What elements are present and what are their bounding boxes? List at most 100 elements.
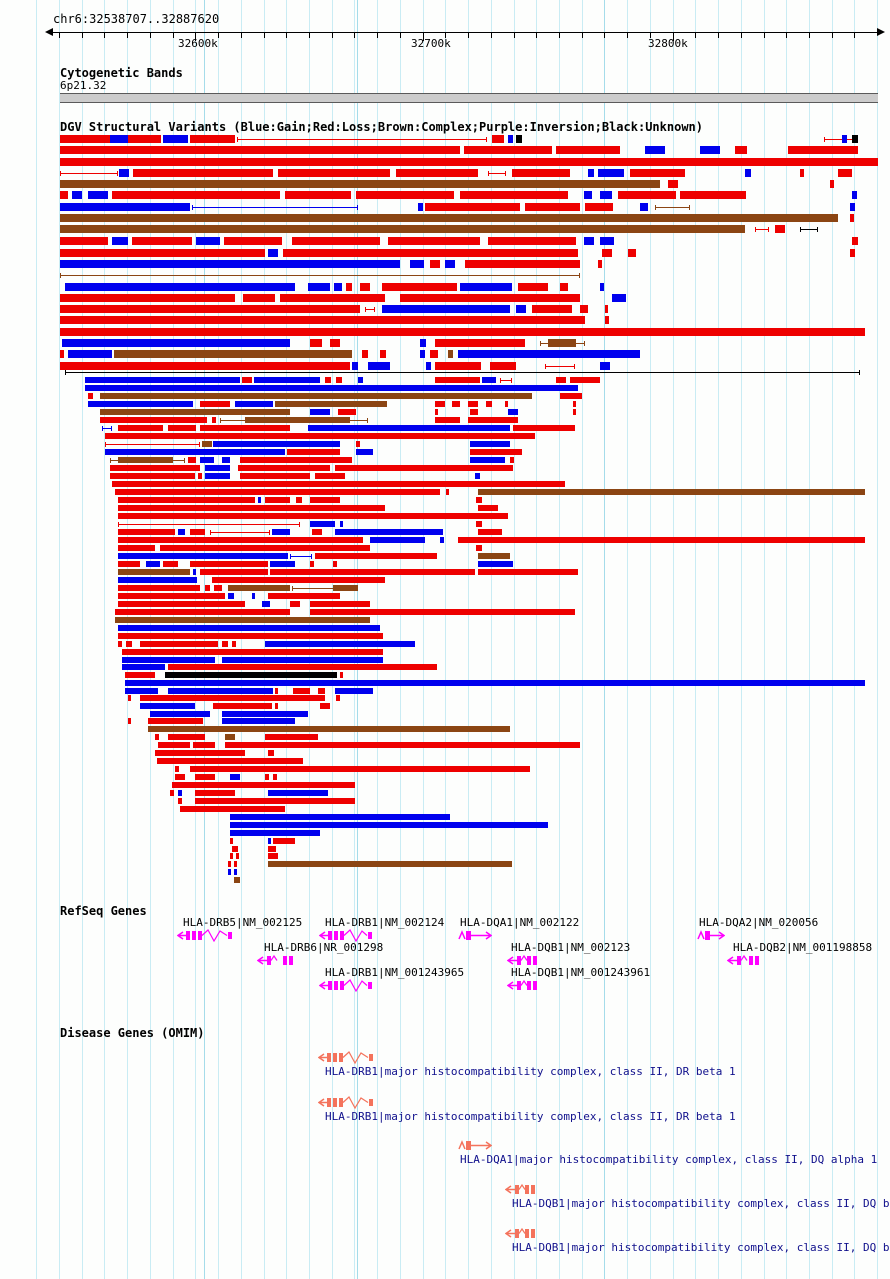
variant-bar[interactable] bbox=[212, 417, 216, 423]
variant-whisker-end[interactable] bbox=[584, 341, 585, 346]
variant-bar[interactable] bbox=[62, 339, 290, 347]
variant-bar[interactable] bbox=[195, 798, 355, 804]
variant-bar[interactable] bbox=[333, 561, 337, 567]
variant-bar[interactable] bbox=[236, 853, 239, 859]
variant-bar[interactable] bbox=[605, 316, 609, 324]
variant-bar[interactable] bbox=[60, 203, 190, 211]
variant-bar[interactable] bbox=[252, 593, 255, 599]
variant-bar[interactable] bbox=[830, 180, 834, 188]
gene-glyph[interactable] bbox=[319, 979, 375, 992]
variant-bar[interactable] bbox=[850, 203, 855, 211]
variant-bar[interactable] bbox=[60, 225, 745, 233]
variant-bar[interactable] bbox=[198, 473, 202, 479]
variant-bar[interactable] bbox=[140, 703, 195, 709]
variant-bar[interactable] bbox=[470, 449, 522, 455]
variant-bar[interactable] bbox=[112, 237, 128, 245]
variant-bar[interactable] bbox=[476, 521, 482, 527]
variant-bar[interactable] bbox=[852, 191, 857, 199]
variant-bar[interactable] bbox=[446, 489, 449, 495]
variant-bar[interactable] bbox=[382, 305, 510, 313]
variant-bar[interactable] bbox=[60, 135, 110, 143]
variant-bar[interactable] bbox=[200, 425, 290, 431]
variant-whisker-line[interactable] bbox=[824, 139, 854, 140]
variant-bar[interactable] bbox=[492, 135, 504, 143]
variant-whisker-line[interactable] bbox=[545, 366, 575, 367]
variant-bar[interactable] bbox=[336, 695, 340, 701]
variant-bar[interactable] bbox=[225, 734, 235, 740]
variant-bar[interactable] bbox=[258, 497, 261, 503]
variant-bar[interactable] bbox=[230, 853, 233, 859]
variant-bar[interactable] bbox=[352, 362, 358, 370]
variant-bar[interactable] bbox=[232, 846, 238, 852]
variant-bar[interactable] bbox=[356, 441, 360, 447]
variant-bar[interactable] bbox=[580, 305, 588, 313]
variant-bar[interactable] bbox=[600, 283, 604, 291]
variant-bar[interactable] bbox=[335, 465, 513, 471]
variant-bar[interactable] bbox=[230, 814, 450, 820]
variant-bar[interactable] bbox=[88, 401, 193, 407]
variant-bar[interactable] bbox=[275, 688, 278, 694]
variant-bar[interactable] bbox=[478, 561, 513, 567]
gene-glyph[interactable] bbox=[505, 1183, 537, 1196]
variant-bar[interactable] bbox=[228, 585, 290, 591]
gene-glyph[interactable] bbox=[458, 929, 492, 942]
variant-bar[interactable] bbox=[362, 350, 368, 358]
variant-bar[interactable] bbox=[600, 191, 612, 199]
variant-bar[interactable] bbox=[308, 425, 510, 431]
variant-bar[interactable] bbox=[125, 688, 158, 694]
variant-bar[interactable] bbox=[640, 203, 648, 211]
variant-bar[interactable] bbox=[240, 457, 352, 463]
variant-bar[interactable] bbox=[228, 861, 231, 867]
variant-whisker-end[interactable] bbox=[365, 307, 366, 312]
gene-glyph[interactable] bbox=[318, 1051, 376, 1064]
variant-bar[interactable] bbox=[60, 316, 585, 324]
variant-whisker-line[interactable] bbox=[488, 173, 506, 174]
variant-bar[interactable] bbox=[465, 260, 580, 268]
variant-bar[interactable] bbox=[60, 214, 838, 222]
variant-bar[interactable] bbox=[100, 393, 532, 399]
variant-bar[interactable] bbox=[600, 237, 614, 245]
gene-glyph[interactable] bbox=[727, 954, 761, 967]
variant-bar[interactable] bbox=[268, 790, 328, 796]
variant-bar[interactable] bbox=[525, 203, 580, 211]
variant-bar[interactable] bbox=[280, 294, 385, 302]
variant-bar[interactable] bbox=[513, 425, 575, 431]
variant-bar[interactable] bbox=[222, 711, 308, 717]
variant-bar[interactable] bbox=[213, 441, 340, 447]
gene-glyph[interactable] bbox=[507, 954, 539, 967]
variant-bar[interactable] bbox=[600, 362, 610, 370]
variant-bar[interactable] bbox=[118, 577, 197, 583]
variant-bar[interactable] bbox=[388, 237, 480, 245]
variant-bar[interactable] bbox=[118, 593, 225, 599]
variant-bar[interactable] bbox=[222, 657, 383, 663]
variant-bar[interactable] bbox=[265, 641, 415, 647]
variant-whisker-line[interactable] bbox=[800, 229, 818, 230]
variant-bar[interactable] bbox=[118, 457, 173, 463]
variant-whisker-line[interactable] bbox=[60, 275, 580, 276]
variant-bar[interactable] bbox=[735, 146, 747, 154]
variant-bar[interactable] bbox=[570, 377, 600, 383]
variant-bar[interactable] bbox=[435, 417, 460, 423]
variant-bar[interactable] bbox=[262, 601, 270, 607]
variant-bar[interactable] bbox=[308, 283, 330, 291]
variant-whisker-end[interactable] bbox=[545, 364, 546, 369]
variant-whisker-line[interactable] bbox=[60, 173, 118, 174]
variant-bar[interactable] bbox=[128, 695, 131, 701]
variant-whisker-end[interactable] bbox=[118, 522, 119, 527]
variant-bar[interactable] bbox=[110, 473, 195, 479]
variant-bar[interactable] bbox=[140, 695, 325, 701]
variant-bar[interactable] bbox=[235, 401, 273, 407]
variant-bar[interactable] bbox=[296, 497, 302, 503]
variant-bar[interactable] bbox=[118, 641, 122, 647]
variant-bar[interactable] bbox=[118, 513, 508, 519]
variant-bar[interactable] bbox=[118, 545, 155, 551]
variant-bar[interactable] bbox=[273, 774, 277, 780]
variant-whisker-line[interactable] bbox=[292, 588, 358, 589]
variant-bar[interactable] bbox=[175, 774, 185, 780]
variant-bar[interactable] bbox=[800, 169, 804, 177]
variant-bar[interactable] bbox=[482, 377, 496, 383]
variant-whisker-end[interactable] bbox=[192, 205, 193, 210]
variant-bar[interactable] bbox=[440, 537, 444, 543]
variant-bar[interactable] bbox=[518, 283, 548, 291]
variant-bar[interactable] bbox=[573, 409, 576, 415]
